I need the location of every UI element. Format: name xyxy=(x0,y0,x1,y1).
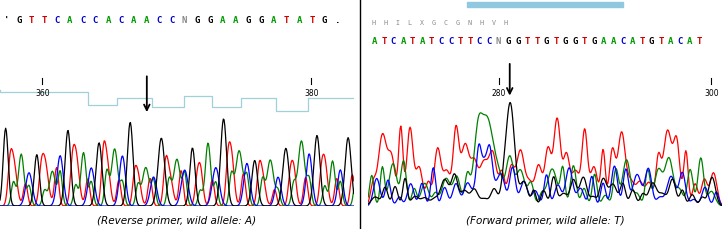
Text: G: G xyxy=(573,37,578,46)
Text: T: T xyxy=(458,37,463,46)
Text: G: G xyxy=(17,16,22,25)
Text: T: T xyxy=(309,16,315,25)
Text: A: A xyxy=(232,16,238,25)
Text: T: T xyxy=(582,37,587,46)
Text: .: . xyxy=(335,16,340,25)
Text: 380: 380 xyxy=(304,89,318,98)
Text: G: G xyxy=(258,16,264,25)
Text: A: A xyxy=(271,16,277,25)
Text: C: C xyxy=(92,16,98,25)
Text: T: T xyxy=(525,37,530,46)
Text: T: T xyxy=(410,37,415,46)
Text: C: C xyxy=(448,37,453,46)
Text: A: A xyxy=(131,16,136,25)
Text: A: A xyxy=(105,16,110,25)
Text: 360: 360 xyxy=(35,89,50,98)
Text: C: C xyxy=(477,37,482,46)
Text: A: A xyxy=(297,16,302,25)
Text: G: G xyxy=(544,37,549,46)
Text: C: C xyxy=(677,37,683,46)
Text: N: N xyxy=(496,37,501,46)
Text: T: T xyxy=(639,37,645,46)
Text: ': ' xyxy=(4,16,9,25)
Text: (Forward primer, wild allele: T): (Forward primer, wild allele: T) xyxy=(466,215,625,225)
Text: T: T xyxy=(658,37,664,46)
Text: C: C xyxy=(487,37,492,46)
Bar xyxy=(467,3,623,8)
Text: T: T xyxy=(467,37,473,46)
Text: A: A xyxy=(668,37,673,46)
Text: G: G xyxy=(505,37,511,46)
Text: G: G xyxy=(245,16,251,25)
Text: C: C xyxy=(439,37,444,46)
Text: A: A xyxy=(401,37,406,46)
Text: A: A xyxy=(419,37,425,46)
Text: T: T xyxy=(284,16,289,25)
Text: C: C xyxy=(169,16,175,25)
Text: C: C xyxy=(54,16,60,25)
Text: A: A xyxy=(67,16,73,25)
Text: A: A xyxy=(144,16,149,25)
Text: G: G xyxy=(207,16,213,25)
Text: G: G xyxy=(194,16,200,25)
Text: T: T xyxy=(429,37,435,46)
Text: A: A xyxy=(630,37,635,46)
Text: G: G xyxy=(649,37,654,46)
Text: T: T xyxy=(42,16,47,25)
Text: T: T xyxy=(553,37,559,46)
Text: T: T xyxy=(697,37,702,46)
Text: C: C xyxy=(157,16,162,25)
Text: G: G xyxy=(563,37,568,46)
Text: G: G xyxy=(591,37,597,46)
Text: T: T xyxy=(534,37,539,46)
Text: A: A xyxy=(220,16,225,25)
Text: A: A xyxy=(611,37,616,46)
Text: G: G xyxy=(515,37,521,46)
Text: G: G xyxy=(322,16,327,25)
Text: C: C xyxy=(391,37,396,46)
Text: C: C xyxy=(80,16,85,25)
Text: C: C xyxy=(620,37,625,46)
Text: 300: 300 xyxy=(704,89,718,98)
Text: H  H  I  L  X  G  C  G  N  H  V  H: H H I L X G C G N H V H xyxy=(372,20,508,26)
Text: C: C xyxy=(118,16,123,25)
Text: T: T xyxy=(381,37,387,46)
Text: N: N xyxy=(182,16,187,25)
Text: T: T xyxy=(29,16,35,25)
Text: 280: 280 xyxy=(492,89,506,98)
Text: (Reverse primer, wild allele: A): (Reverse primer, wild allele: A) xyxy=(97,215,256,225)
Text: A: A xyxy=(687,37,692,46)
Text: A: A xyxy=(372,37,377,46)
Text: A: A xyxy=(601,37,606,46)
